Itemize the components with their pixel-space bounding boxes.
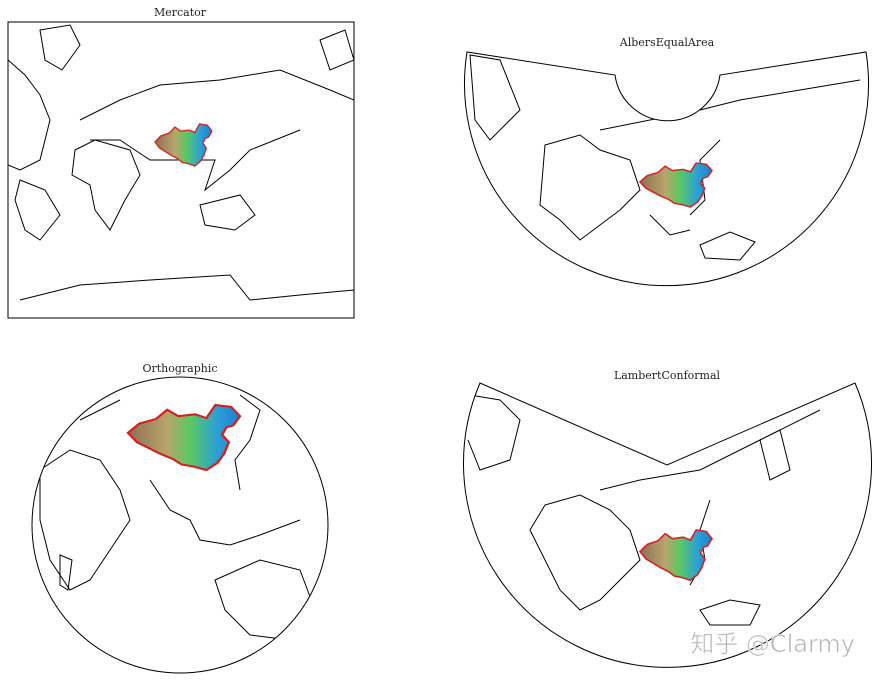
coastlines (469, 54, 861, 261)
panel-title: AlbersEqualArea (619, 36, 715, 49)
map-frame (31, 376, 329, 674)
map-frame (464, 51, 869, 287)
china-terrain (126, 403, 242, 472)
map-frame (463, 382, 872, 668)
panel-title: Mercator (154, 6, 207, 19)
china-terrain (639, 529, 713, 582)
china-terrain (639, 162, 713, 208)
map-frame (7, 21, 355, 319)
watermark: 知乎 @Clarmy (690, 630, 855, 658)
panel-title: LambertConformal (614, 369, 721, 382)
coastlines (8, 24, 354, 301)
coastlines (467, 394, 821, 626)
panel-title: Orthographic (142, 362, 217, 375)
